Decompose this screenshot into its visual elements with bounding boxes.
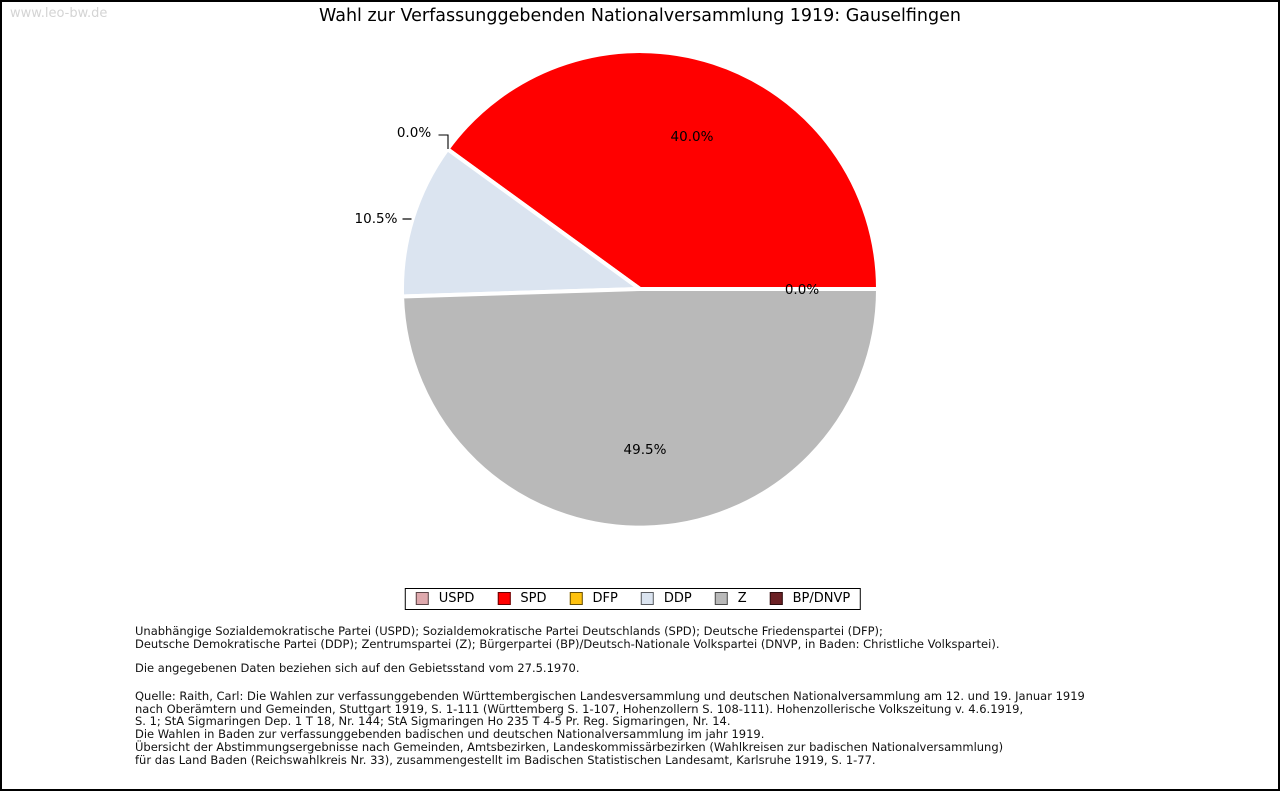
legend-item-uspd: USPD (415, 591, 475, 607)
watermark: www.leo-bw.de (10, 6, 108, 21)
source-line-1: Quelle: Raith, Carl: Die Wahlen zur verf… (135, 689, 1085, 703)
pie-slice-ddp (400, 147, 642, 299)
pie-slice-z (400, 287, 881, 530)
legend-item-ddp: DDP (640, 591, 692, 607)
source-line-3: S. 1; StA Sigmaringen Dep. 1 T 18, Nr. 1… (135, 714, 731, 729)
legend-swatch-dfp (569, 592, 583, 606)
legend-swatch-z (714, 592, 728, 606)
legend-swatch-spd (497, 592, 511, 606)
pie-label-spd: 40.0% (670, 129, 714, 145)
party-abbreviations-line2: Deutsche Demokratische Partei (DDP); Zen… (135, 636, 1000, 651)
party-abbreviations-text: Unabhängige Sozialdemokratische Partei (… (135, 625, 999, 650)
source-text: Quelle: Raith, Carl: Die Wahlen zur verf… (135, 690, 1085, 766)
source-line-2: nach Oberämtern und Gemeinden, Stuttgart… (135, 701, 1024, 716)
label-leader-line-dfp (438, 134, 449, 149)
source-line-5: Übersicht der Abstimmungsergebnisse nach… (135, 739, 1004, 754)
legend-swatch-bp-dnvp (769, 592, 783, 606)
pie-label-dfp: 0.0% (396, 125, 432, 141)
legend-item-bp-dnvp: BP/DNVP (769, 591, 851, 607)
pie-label-bp-dnvp: 0.0% (784, 282, 820, 298)
data-note-line: Die angegebenen Daten beziehen sich auf … (135, 661, 580, 675)
legend-label-z: Z (737, 591, 747, 607)
pie-slice-spd (445, 49, 880, 291)
legend-label-dfp: DFP (592, 591, 618, 607)
legend-label-uspd: USPD (438, 591, 475, 607)
legend-item-dfp: DFP (569, 591, 618, 607)
source-line-6: für das Land Baden (Reichswahlkreis Nr. … (135, 752, 876, 767)
legend-item-spd: SPD (497, 591, 547, 607)
chart-legend: USPD SPD DFP DDP Z BP/DNVP (404, 588, 862, 610)
pie-label-z: 49.5% (623, 442, 667, 458)
legend-label-spd: SPD (520, 591, 547, 607)
chart-title: Wahl zur Verfassunggebenden Nationalvers… (319, 6, 961, 26)
legend-item-z: Z (714, 591, 747, 607)
legend-swatch-uspd (415, 592, 429, 606)
legend-label-ddp: DDP (663, 591, 692, 607)
party-abbreviations-line1: Unabhängige Sozialdemokratische Partei (… (135, 624, 883, 638)
pie-chart (400, 49, 881, 530)
legend-swatch-ddp (640, 592, 654, 606)
legend-label-bp-dnvp: BP/DNVP (792, 591, 851, 607)
pie-wedges (400, 49, 881, 530)
data-note-text: Die angegebenen Daten beziehen sich auf … (135, 662, 580, 675)
pie-label-ddp: 10.5% (354, 211, 398, 227)
source-line-4: Die Wahlen in Baden zur verfassunggebend… (135, 727, 765, 742)
